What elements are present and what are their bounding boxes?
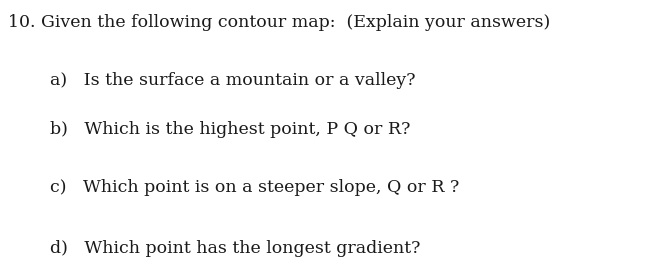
Text: d)   Which point has the longest gradient?: d) Which point has the longest gradient? bbox=[50, 240, 420, 257]
Text: b)   Which is the highest point, P Q or R?: b) Which is the highest point, P Q or R? bbox=[50, 121, 410, 138]
Text: a)   Is the surface a mountain or a valley?: a) Is the surface a mountain or a valley… bbox=[50, 72, 415, 89]
Text: 10. Given the following contour map:  (Explain your answers): 10. Given the following contour map: (Ex… bbox=[8, 14, 550, 31]
Text: c)   Which point is on a steeper slope, Q or R ?: c) Which point is on a steeper slope, Q … bbox=[50, 179, 459, 196]
